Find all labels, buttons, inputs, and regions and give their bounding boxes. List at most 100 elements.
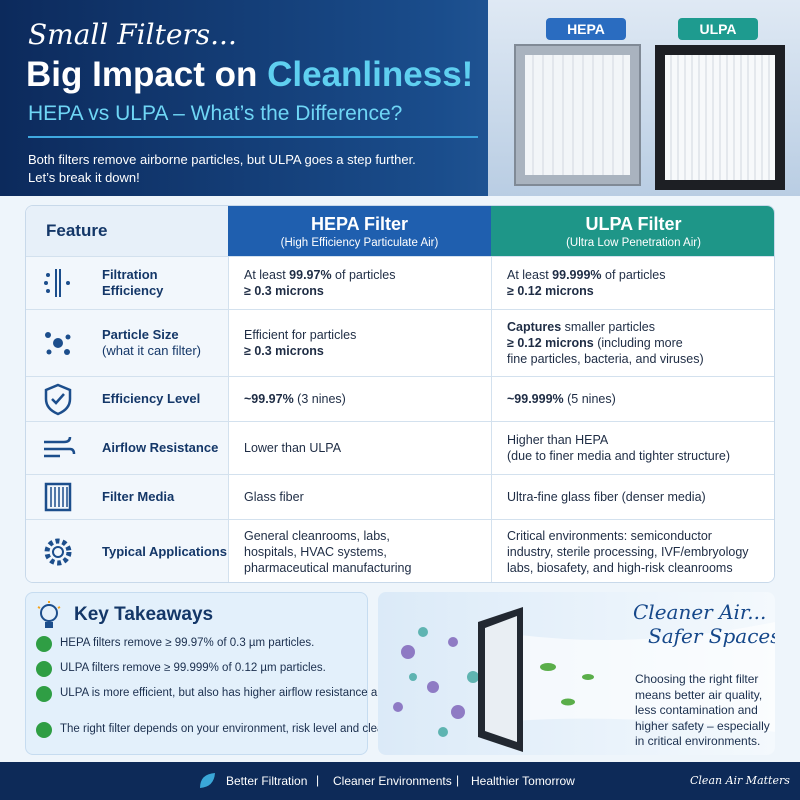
cell-text: Efficient for particles	[244, 327, 357, 342]
cell-text: Captures	[507, 319, 562, 334]
column-subtitle: (High Efficiency Particulate Air)	[280, 236, 439, 249]
cell-text: 99.999%	[552, 267, 602, 282]
table-cell-bg	[228, 421, 491, 474]
takeaway-item: The right filter depends on your environ…	[36, 721, 493, 738]
promo-text: Choosing the right filter means better ai…	[635, 672, 770, 750]
cell-line: fine particles, bacteria, and viruses)	[507, 351, 772, 367]
cell-line: Efficient for particles	[244, 327, 487, 343]
column-header: ULPA Filter (Ultra Low Penetration Air)	[491, 206, 774, 256]
cell-line: labs, biosafety, and high-risk cleanroom…	[507, 560, 772, 576]
cell-text: General cleanrooms, labs,	[244, 528, 390, 543]
cell-text: 99.97%	[289, 267, 332, 282]
cell-text: (due to finer media and tighter structur…	[507, 448, 731, 463]
promo-illustration	[393, 607, 775, 752]
check-icon	[36, 722, 52, 738]
hepa-cell: ~99.97% (3 nines)	[244, 376, 487, 421]
hepa-cell: Efficient for particles ≥ 0.3 microns	[244, 309, 487, 376]
table-cell-bg	[491, 376, 774, 421]
promo-line: means better air quality,	[635, 687, 763, 702]
hepa-cell: Glass fiber	[244, 474, 487, 519]
column-title: ULPA Filter	[585, 213, 682, 234]
cell-line: At least 99.999% of particles	[507, 267, 772, 283]
ulpa-cell: ~99.999% (5 nines)	[507, 376, 772, 421]
key-takeaways: Key Takeaways HEPA filters remove ≥ 99.9…	[25, 592, 493, 755]
cell-line: ≥ 0.3 microns	[244, 283, 487, 299]
column-header: Feature	[26, 206, 228, 256]
script-title: Small Filters...	[28, 18, 237, 51]
cell-line: Glass fiber	[244, 489, 487, 505]
feature-label: Efficiency	[102, 282, 164, 298]
takeaways-title: Key Takeaways	[74, 604, 214, 625]
cell-line: hospitals, HVAC systems,	[244, 544, 487, 560]
cell-line: General cleanrooms, labs,	[244, 528, 487, 544]
ulpa-cell: Captures smaller particles ≥ 0.12 microns…	[507, 309, 772, 376]
row-icon	[44, 482, 72, 511]
hepa-cell: At least 99.97% of particles ≥ 0.3 micron…	[244, 256, 487, 309]
table-cell-bg	[228, 474, 491, 519]
cell-line: (due to finer media and tighter structur…	[507, 448, 772, 464]
feature-label: (what it can filter)	[102, 342, 201, 358]
takeaway-text: ULPA is more efficient, but also has hig…	[60, 687, 418, 699]
cell-text: At least	[244, 267, 290, 282]
cell-line: pharmaceutical manufacturing	[244, 560, 487, 576]
ulpa-cell: At least 99.999% of particles ≥ 0.12 micr…	[507, 256, 772, 309]
feature-cell: Airflow Resistance	[102, 421, 228, 474]
cell-text: (5 nines)	[563, 391, 616, 406]
row-icon	[44, 436, 76, 457]
promo-line: in critical environments.	[635, 734, 761, 748]
cell-line: industry, sterile processing, IVF/embryo…	[507, 544, 772, 560]
feature-label: Particle Size	[102, 326, 179, 342]
cell-text: At least	[507, 267, 553, 282]
intro-line: Let’s break it down!	[28, 170, 140, 185]
table-cell-bg	[228, 519, 491, 582]
ulpa-cell: Higher than HEPA (due to finer media and …	[507, 421, 772, 474]
cell-text: ≥ 0.3 microns	[244, 343, 324, 358]
table-cell-bg	[491, 519, 774, 582]
divider	[28, 136, 478, 138]
footer-item: Healthier Tomorrow	[471, 774, 575, 788]
cell-text: Lower than ULPA	[244, 440, 342, 455]
feature-label: Airflow Resistance	[102, 439, 219, 455]
cell-line: ~99.999% (5 nines)	[507, 391, 772, 407]
cell-line: Captures smaller particles	[507, 319, 772, 335]
promo-headline: Cleaner Air...	[633, 600, 767, 624]
subtitle: HEPA vs ULPA – What’s the Difference?	[28, 102, 403, 125]
leaf-icon	[200, 773, 215, 788]
feature-cell: Particle Size (what it can filter)	[102, 309, 228, 376]
promo-headline: Safer Spaces!	[648, 624, 775, 648]
row-icon	[44, 538, 72, 565]
intro-line: Both filters remove airborne particles, …	[28, 152, 416, 167]
hepa-cell: General cleanrooms, labs, hospitals, HVAC…	[244, 519, 487, 582]
table-cell-bg	[228, 256, 491, 309]
row-icon	[44, 268, 70, 297]
column-title: HEPA Filter	[310, 213, 408, 234]
footer-tagline: Clean Air Matters	[690, 774, 790, 787]
row-icon	[45, 331, 71, 355]
column-header: HEPA Filter (High Efficiency Particulate …	[228, 206, 491, 256]
separator: |	[316, 773, 320, 787]
cell-text: Higher than HEPA	[507, 432, 609, 447]
table-cell-bg	[491, 309, 774, 376]
promo-line: Choosing the right filter	[635, 672, 759, 686]
table-cell-bg	[491, 256, 774, 309]
cell-text: of particles	[331, 267, 396, 282]
bulb-icon	[37, 601, 61, 628]
footer-item: Cleaner Environments	[333, 774, 452, 788]
cell-text: smaller particles	[561, 319, 655, 334]
takeaway-item: HEPA filters remove ≥ 99.97% of 0.3 µm p…	[36, 635, 361, 652]
feature-label: Efficiency Level	[102, 390, 201, 406]
header-photo: HEPA ULPA	[488, 0, 800, 196]
cell-text: (including more	[593, 335, 683, 350]
table-cell-bg	[491, 474, 774, 519]
cell-text: labs, biosafety, and high-risk cleanroom…	[507, 560, 733, 575]
cell-text: fine particles, bacteria, and viruses)	[507, 351, 704, 366]
feature-cell: Typical Applications	[102, 519, 228, 582]
filter-illustration	[514, 18, 785, 190]
cell-line: Ultra-fine glass fiber (denser media)	[507, 489, 772, 505]
hepa-cell: Lower than ULPA	[244, 421, 487, 474]
cell-text: hospitals, HVAC systems,	[244, 544, 387, 559]
takeaway-item: ULPA filters remove ≥ 99.999% of 0.12 µm…	[36, 660, 361, 677]
feature-cell: Efficiency Level	[102, 376, 228, 421]
feature-label: Filter Media	[102, 488, 175, 504]
